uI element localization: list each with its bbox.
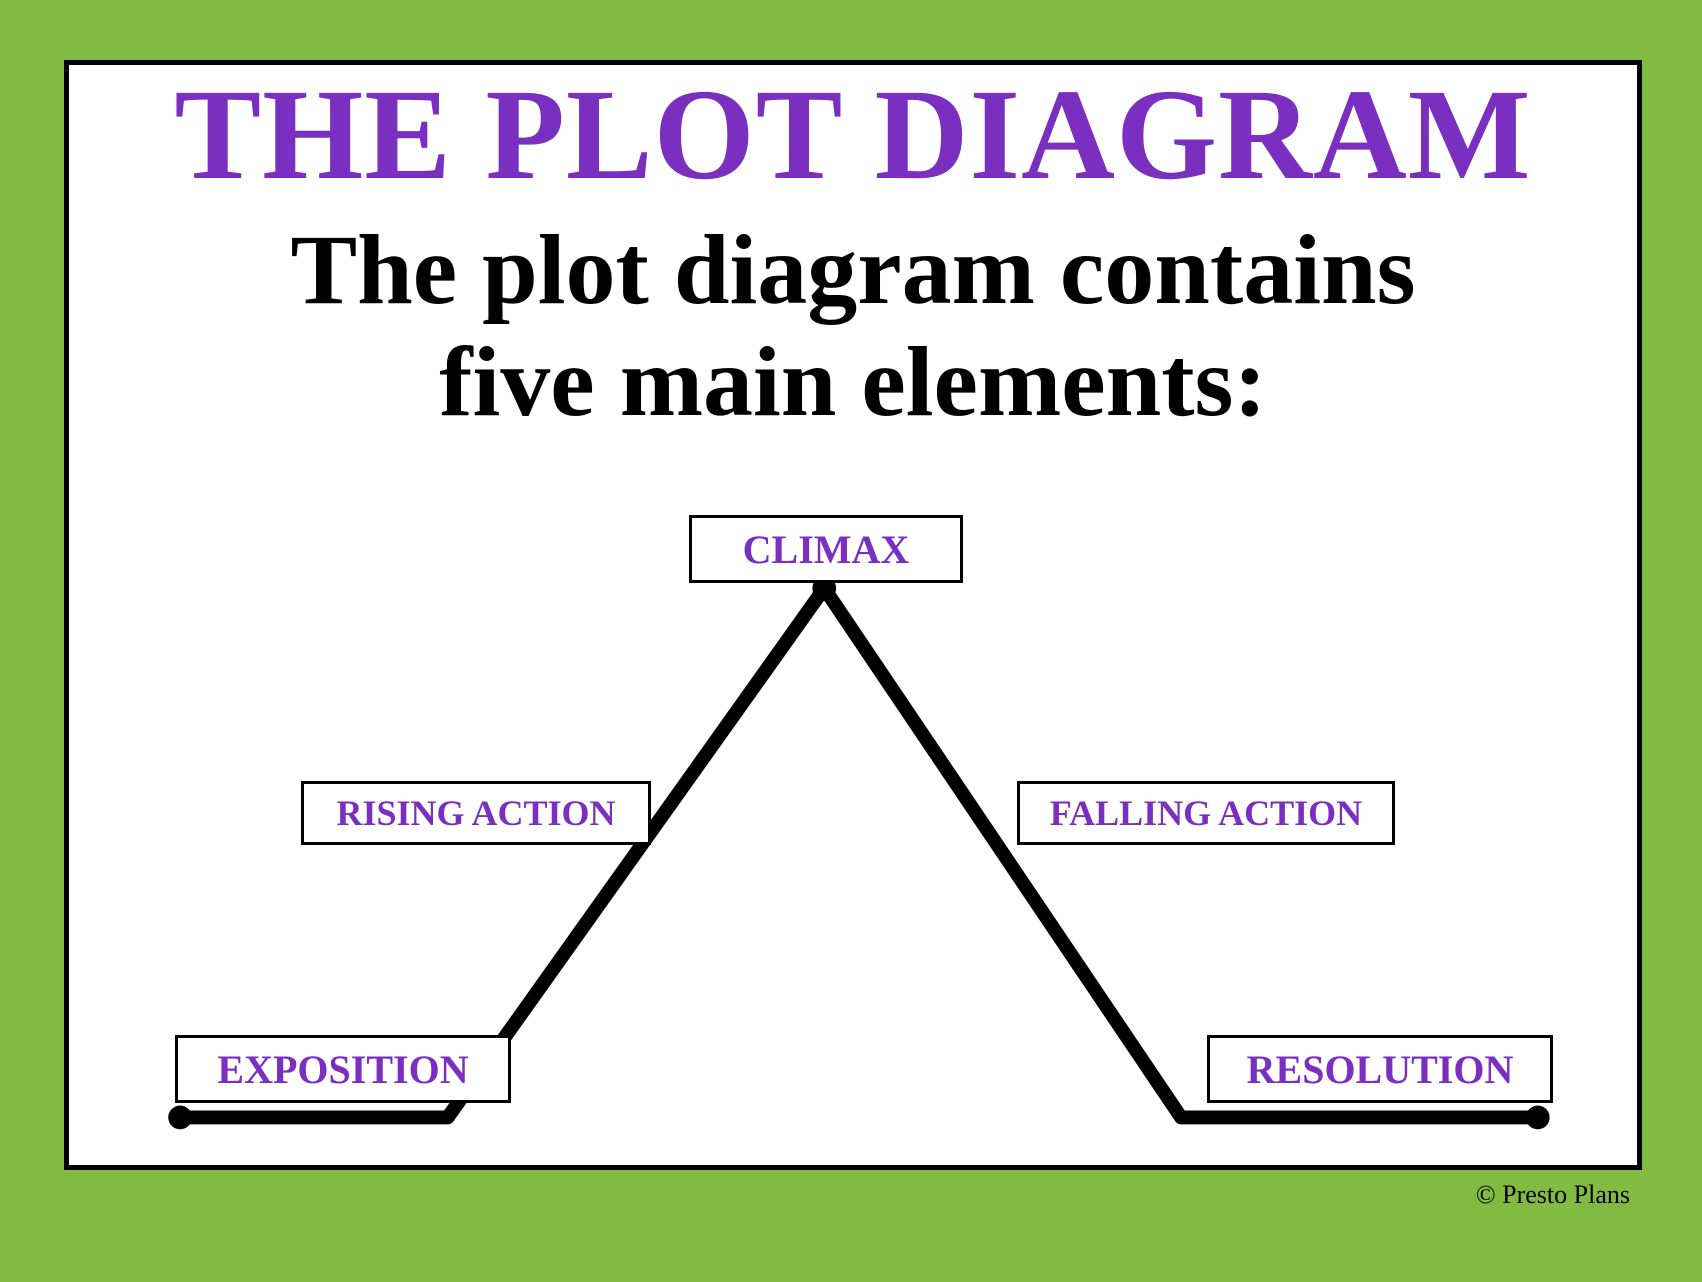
diagram-title: THE PLOT DIAGRAM [69,67,1637,204]
label-resolution: RESOLUTION [1207,1035,1553,1103]
label-climax: CLIMAX [689,515,963,583]
diagram-panel: THE PLOT DIAGRAM The plot diagram contai… [64,60,1642,1170]
label-falling-action: FALLING ACTION [1017,781,1395,845]
label-exposition: EXPOSITION [175,1035,511,1103]
footer-copyright: © Presto Plans [1476,1180,1630,1210]
label-exposition-text: EXPOSITION [217,1046,468,1093]
diagram-subtitle: The plot diagram contains five main elem… [69,214,1637,438]
label-resolution-text: RESOLUTION [1247,1046,1514,1093]
plot-end-cap [1526,1106,1550,1130]
label-falling-action-text: FALLING ACTION [1050,792,1362,834]
plot-start-cap [168,1106,192,1130]
label-rising-action-text: RISING ACTION [336,792,615,834]
label-climax-text: CLIMAX [743,526,910,573]
label-rising-action: RISING ACTION [301,781,651,845]
subtitle-line-2: five main elements: [69,326,1637,438]
subtitle-line-1: The plot diagram contains [69,214,1637,326]
